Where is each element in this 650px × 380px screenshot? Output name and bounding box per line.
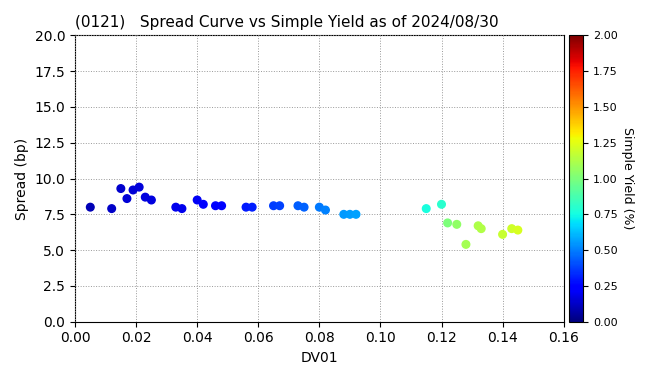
Point	[116, 185, 126, 192]
Point	[436, 201, 447, 207]
Point	[320, 207, 331, 213]
Point	[344, 211, 355, 217]
Point	[128, 187, 138, 193]
Point	[351, 211, 361, 217]
Point	[241, 204, 252, 210]
Point	[134, 184, 144, 190]
Point	[170, 204, 181, 210]
Y-axis label: Simple Yield (%): Simple Yield (%)	[621, 127, 634, 230]
Point	[107, 206, 117, 212]
Point	[421, 206, 432, 212]
Point	[299, 204, 309, 210]
Point	[473, 223, 484, 229]
Point	[211, 203, 221, 209]
Point	[314, 204, 324, 210]
Point	[443, 220, 453, 226]
X-axis label: DV01: DV01	[300, 351, 338, 365]
Point	[146, 197, 157, 203]
Point	[140, 194, 150, 200]
Point	[122, 196, 132, 202]
Y-axis label: Spread (bp): Spread (bp)	[15, 138, 29, 220]
Point	[452, 221, 462, 227]
Point	[461, 241, 471, 247]
Point	[513, 227, 523, 233]
Point	[292, 203, 303, 209]
Point	[274, 203, 285, 209]
Point	[247, 204, 257, 210]
Point	[177, 206, 187, 212]
Point	[198, 201, 209, 207]
Point	[497, 231, 508, 238]
Point	[476, 226, 486, 232]
Point	[506, 226, 517, 232]
Point	[216, 203, 227, 209]
Text: (0121)   Spread Curve vs Simple Yield as of 2024/08/30: (0121) Spread Curve vs Simple Yield as o…	[75, 15, 499, 30]
Point	[339, 211, 349, 217]
Point	[192, 197, 202, 203]
Point	[85, 204, 96, 210]
Point	[268, 203, 279, 209]
